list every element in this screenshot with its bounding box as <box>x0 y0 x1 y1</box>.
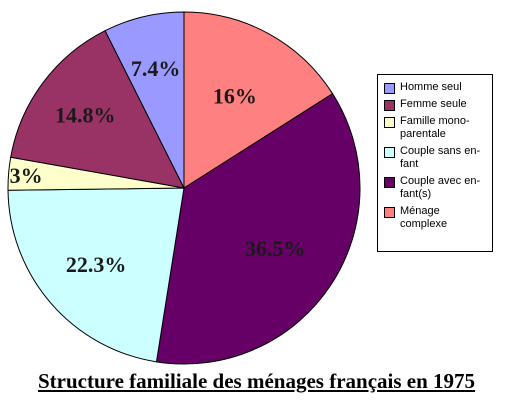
legend-label: Couple avec en- fant(s) <box>400 175 481 200</box>
legend: Homme seul Femme seule Famille mono- paren… <box>377 74 493 252</box>
legend-swatch <box>384 147 395 158</box>
legend-swatch <box>384 83 395 94</box>
slice-percent-label: 22.3% <box>66 252 127 277</box>
legend-label: Homme seul <box>400 81 462 93</box>
legend-item: Famille mono- parentale <box>384 115 488 141</box>
chart-title: Structure familiale des ménages français… <box>37 369 476 393</box>
legend-item: Couple sans en- fant <box>384 145 488 171</box>
legend-swatch <box>384 117 395 128</box>
legend-label: Ménage complexe <box>400 205 448 230</box>
pie-slice <box>10 30 185 189</box>
legend-item: Ménage complexe <box>384 205 488 231</box>
legend-swatch <box>384 177 395 188</box>
pie-slice <box>7 187 185 363</box>
slice-percent-label: 16% <box>213 83 257 108</box>
pie-slice <box>155 93 361 365</box>
legend-label: Femme seule <box>400 98 467 110</box>
slice-percent-label: 3% <box>10 163 43 188</box>
legend-item: Couple avec en- fant(s) <box>384 175 488 201</box>
pie-chart: 16% 36.5% 22.3% 3% 14.8% 7.4% <box>7 11 361 365</box>
legend-label: Couple sans en- fant <box>400 145 481 170</box>
pie-slice <box>183 11 334 189</box>
slice-percent-label: 14.8% <box>55 102 116 127</box>
slice-percent-label: 36.5% <box>245 236 306 261</box>
legend-swatch <box>384 100 395 111</box>
legend-swatch <box>384 207 395 218</box>
legend-label: Famille mono- parentale <box>400 115 470 140</box>
legend-item: Femme seule <box>384 98 488 111</box>
legend-item: Homme seul <box>384 81 488 94</box>
slice-percent-label: 7.4% <box>131 56 181 81</box>
pie-slice <box>104 11 185 189</box>
